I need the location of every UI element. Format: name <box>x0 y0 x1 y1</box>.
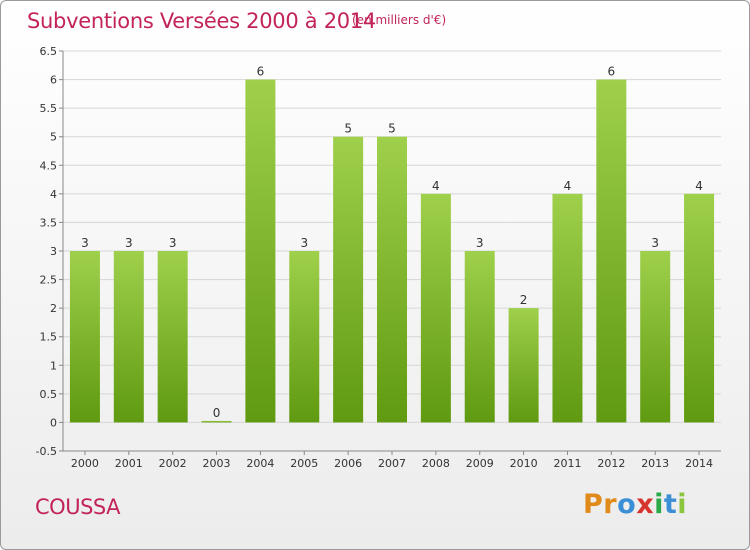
logo-letter: i <box>677 489 688 520</box>
x-tick-label: 2010 <box>510 457 538 470</box>
data-label: 2 <box>520 293 528 307</box>
data-label: 0 <box>213 406 221 420</box>
x-tick-label: 2012 <box>597 457 625 470</box>
x-tick-label: 2014 <box>685 457 713 470</box>
bar <box>508 308 539 423</box>
x-tick-label: 2005 <box>290 457 318 470</box>
x-tick-label: 2013 <box>641 457 669 470</box>
y-tick-label: 2.5 <box>40 274 58 287</box>
logo-letter: P <box>583 489 604 520</box>
y-tick-label: 4 <box>50 188 57 201</box>
data-label: 3 <box>651 236 659 250</box>
y-tick-label: 2 <box>50 302 57 315</box>
bar <box>201 420 232 423</box>
logo-letter: t <box>663 489 678 520</box>
bar <box>377 136 407 423</box>
bar <box>333 136 364 423</box>
data-label: 4 <box>564 179 572 193</box>
y-tick-label: 3 <box>50 245 57 258</box>
x-tick-label: 2004 <box>246 457 274 470</box>
x-tick-label: 2007 <box>378 457 406 470</box>
bar <box>69 251 100 423</box>
bar <box>464 251 495 423</box>
logo-letter: x <box>636 489 655 520</box>
y-tick-label: 6.5 <box>40 45 58 58</box>
chart-title: Subventions Versées 2000 à 2014 <box>27 9 376 33</box>
x-tick-label: 2011 <box>553 457 581 470</box>
y-tick-label: 6 <box>50 74 57 87</box>
x-tick-label: 2000 <box>71 457 99 470</box>
data-label: 6 <box>608 65 616 79</box>
y-tick-label: 0 <box>50 416 57 429</box>
y-tick-label: -0.5 <box>36 445 57 458</box>
data-label: 6 <box>257 65 265 79</box>
x-tick-label: 2006 <box>334 457 362 470</box>
bar <box>113 251 144 423</box>
y-tick-label: 1 <box>50 359 57 372</box>
data-label: 3 <box>300 236 308 250</box>
data-label: 5 <box>388 122 396 136</box>
x-tick-label: 2003 <box>203 457 231 470</box>
y-tick-label: 5 <box>50 131 57 144</box>
chart-unit: (en milliers d'€) <box>352 13 447 27</box>
bar <box>552 193 583 423</box>
x-tick-label: 2008 <box>422 457 450 470</box>
commune-name: COUSSA <box>35 495 120 519</box>
y-tick-label: 4.5 <box>40 159 58 172</box>
data-label: 3 <box>476 236 484 250</box>
bar <box>684 193 715 423</box>
x-tick-label: 2001 <box>115 457 143 470</box>
data-label: 4 <box>695 179 703 193</box>
data-label: 5 <box>344 122 352 136</box>
bar <box>157 251 188 423</box>
y-tick-label: 5.5 <box>40 102 58 115</box>
bar <box>245 79 276 423</box>
bar <box>596 79 627 423</box>
y-tick-label: 0.5 <box>40 388 58 401</box>
x-tick-label: 2009 <box>466 457 494 470</box>
bar <box>289 251 320 423</box>
bar <box>420 193 451 423</box>
data-label: 3 <box>125 236 133 250</box>
logo-letter: i <box>654 489 664 520</box>
data-label: 3 <box>81 236 89 250</box>
x-tick-label: 2002 <box>159 457 187 470</box>
logo-letter: o <box>617 489 637 520</box>
data-label: 3 <box>169 236 177 250</box>
proxiti-logo[interactable]: Proxiti <box>583 489 687 520</box>
logo-letter: r <box>603 489 618 520</box>
y-tick-label: 1.5 <box>40 331 58 344</box>
bar <box>640 251 671 423</box>
data-label: 4 <box>432 179 440 193</box>
y-tick-label: 3.5 <box>40 216 58 229</box>
